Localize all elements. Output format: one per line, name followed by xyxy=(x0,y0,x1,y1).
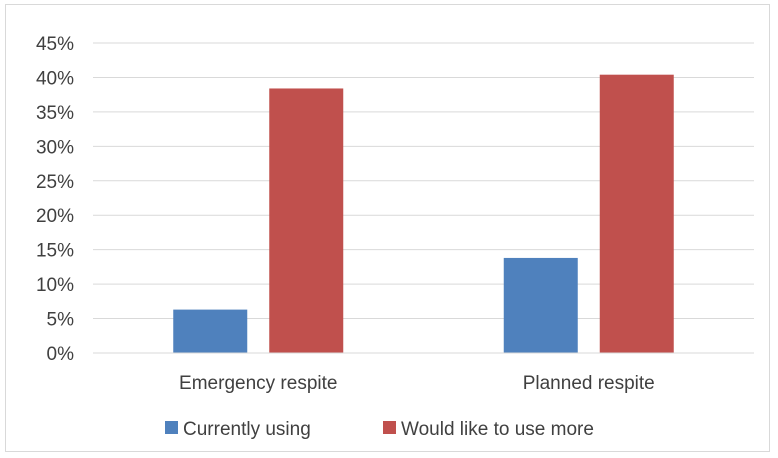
x-axis: Emergency respite Planned respite xyxy=(93,352,754,394)
y-tick-label: 15% xyxy=(36,241,74,262)
y-tick-label: 25% xyxy=(36,172,74,193)
legend-swatch xyxy=(165,421,178,434)
y-tick-label: 35% xyxy=(36,103,74,124)
legend-label: Currently using xyxy=(183,419,311,440)
y-tick-label: 20% xyxy=(36,206,74,227)
legend: Currently using Would like to use more xyxy=(165,419,594,440)
y-tick-label: 40% xyxy=(36,68,74,89)
bar-would-like-to-use-more-planned-respite xyxy=(599,74,674,353)
y-tick-label: 0% xyxy=(47,344,75,365)
legend-label: Would like to use more xyxy=(401,419,594,440)
bars xyxy=(173,74,674,353)
y-tick-label: 5% xyxy=(47,310,75,331)
x-category-label: Emergency respite xyxy=(179,373,337,394)
legend-swatch xyxy=(383,421,396,434)
bar-currently-using-emergency-respite xyxy=(173,309,248,353)
y-tick-label: 10% xyxy=(36,275,74,296)
y-tick-label: 45% xyxy=(36,34,74,55)
y-axis-tick-labels: 0% 5% 10% 15% 20% 25% 30% 35% 40% 45% xyxy=(36,34,74,365)
bar-currently-using-planned-respite xyxy=(503,257,578,353)
y-tick-label: 30% xyxy=(36,137,74,158)
bar-would-like-to-use-more-emergency-respite xyxy=(269,88,344,353)
x-category-label: Planned respite xyxy=(523,373,655,394)
